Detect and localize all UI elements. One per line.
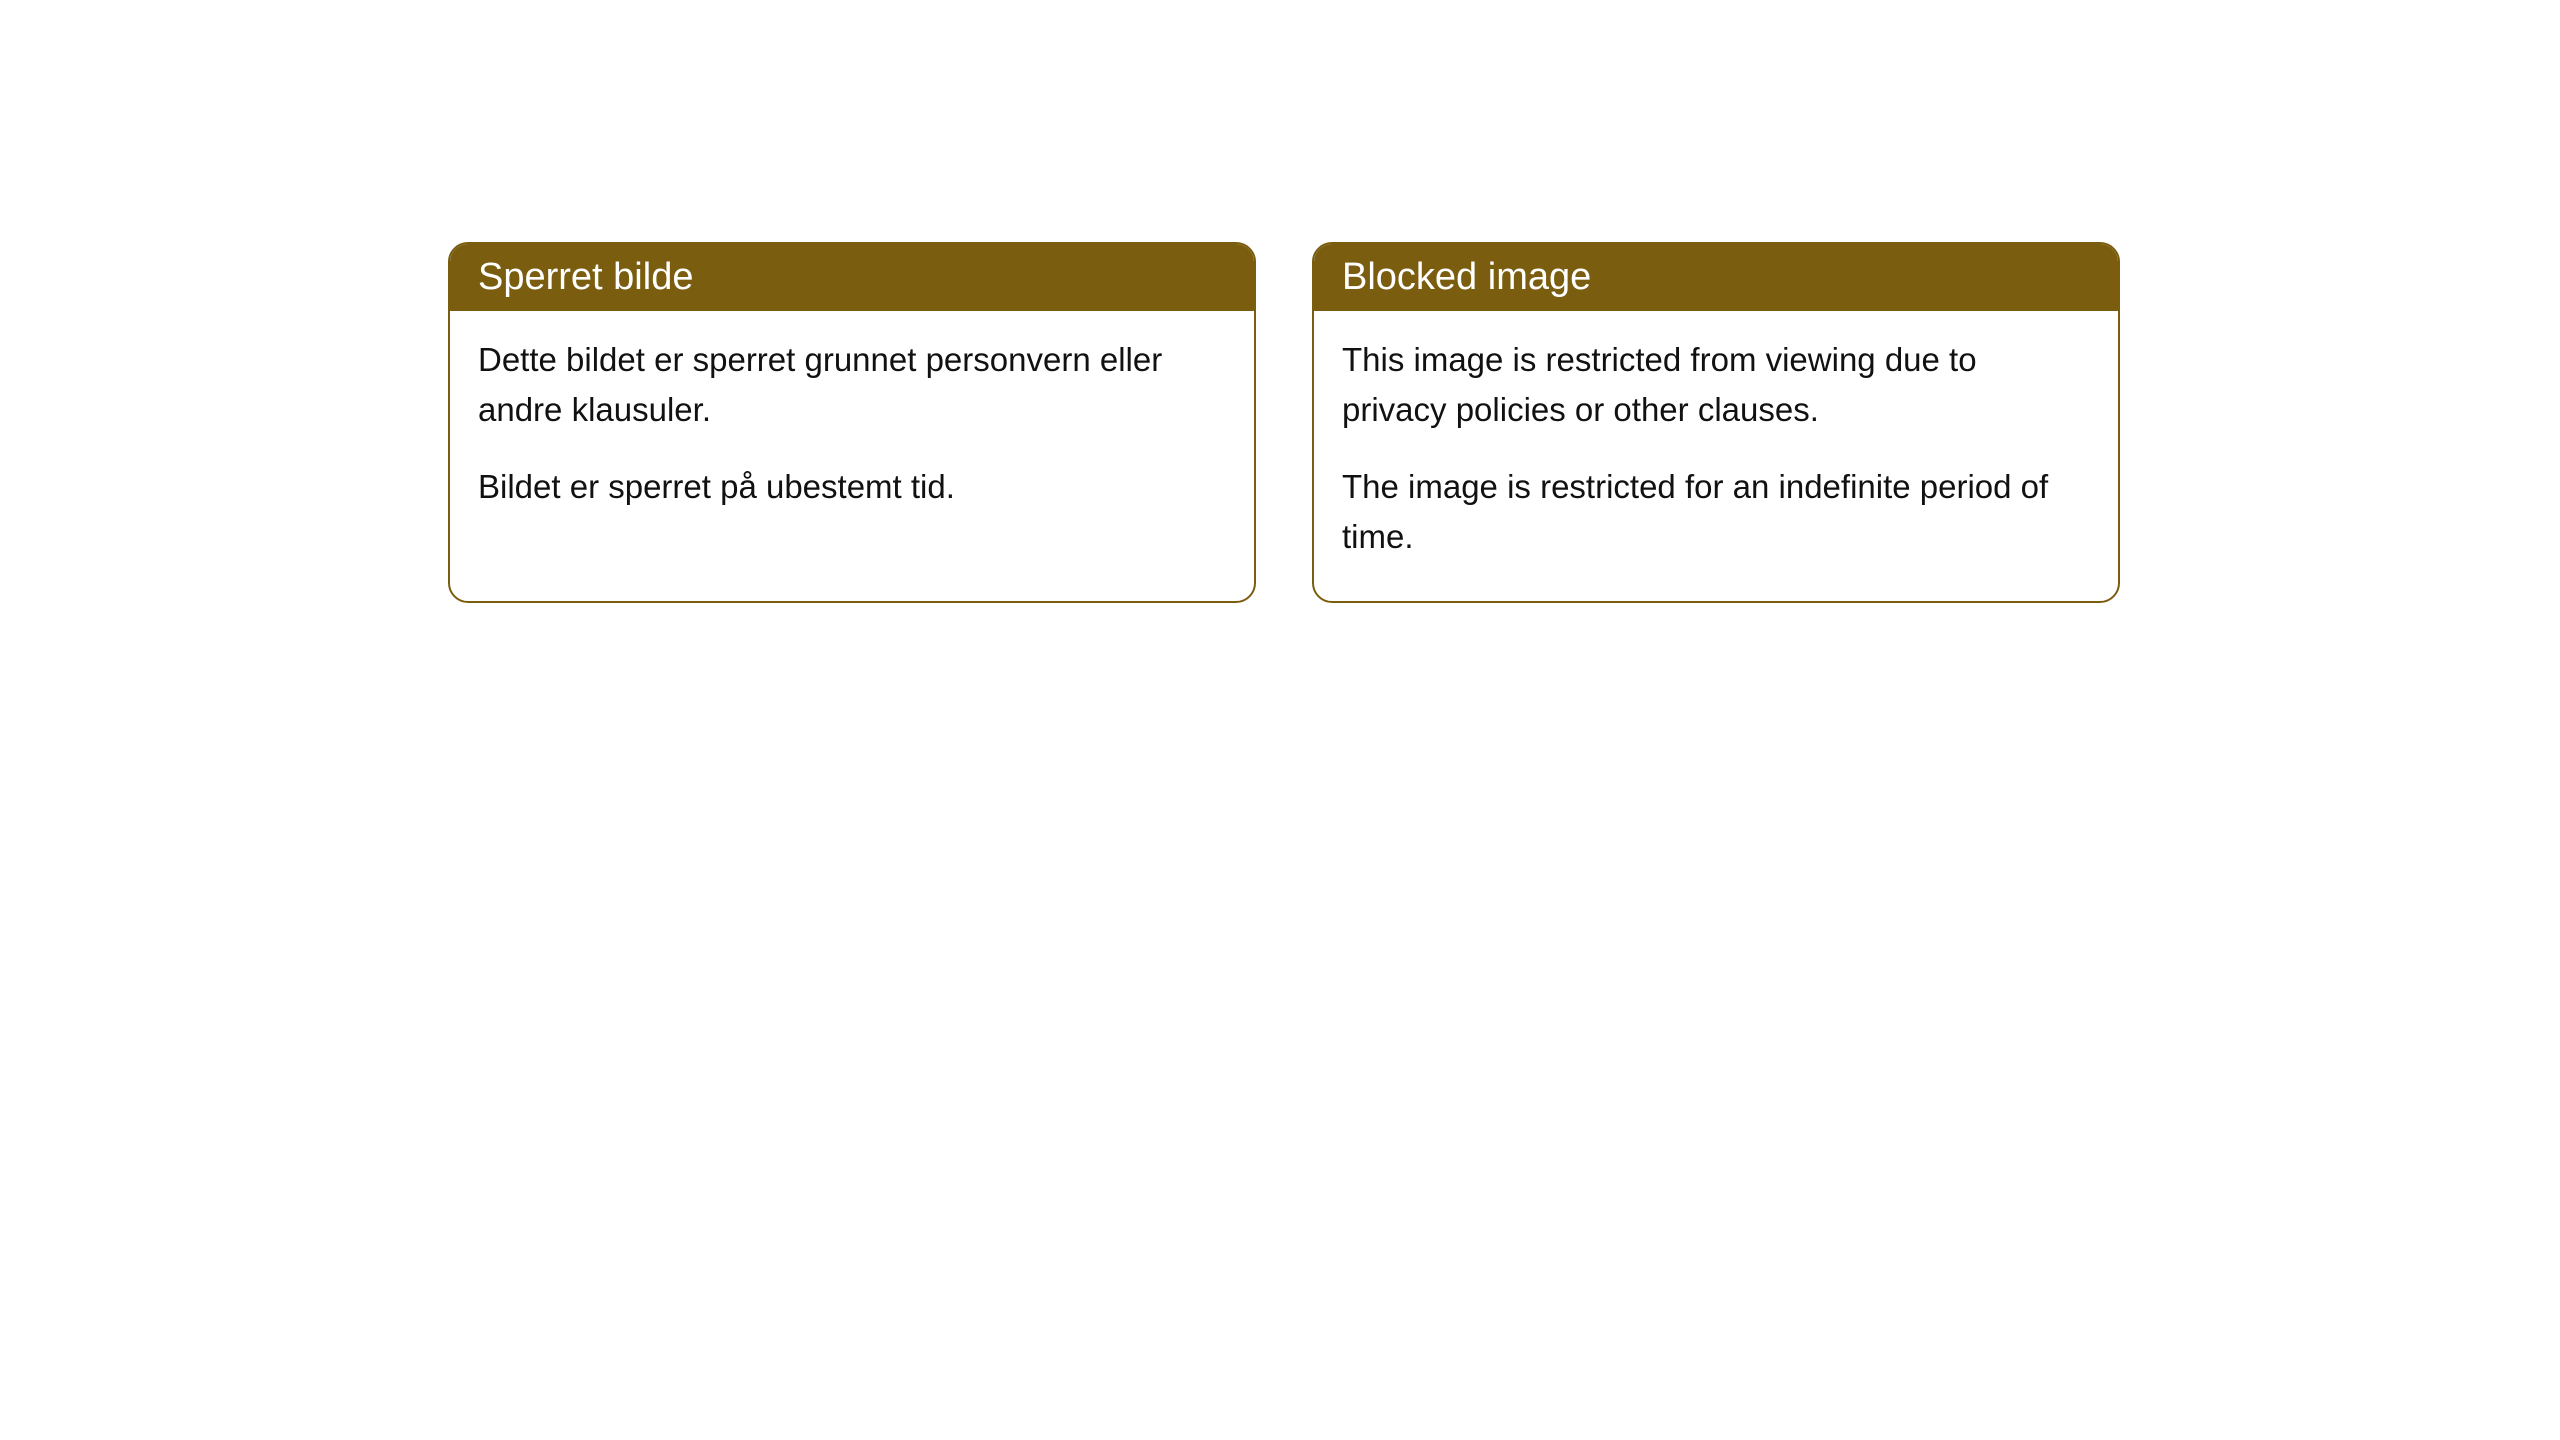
card-paragraph: This image is restricted from viewing du… [1342,335,2090,434]
card-header: Sperret bilde [450,244,1254,311]
card-paragraph: The image is restricted for an indefinit… [1342,462,2090,561]
card-paragraph: Bildet er sperret på ubestemt tid. [478,462,1226,512]
blocked-image-card-norwegian: Sperret bilde Dette bildet er sperret gr… [448,242,1256,603]
notice-container: Sperret bilde Dette bildet er sperret gr… [0,0,2560,603]
card-header: Blocked image [1314,244,2118,311]
card-body: This image is restricted from viewing du… [1314,311,2118,601]
blocked-image-card-english: Blocked image This image is restricted f… [1312,242,2120,603]
card-paragraph: Dette bildet er sperret grunnet personve… [478,335,1226,434]
card-body: Dette bildet er sperret grunnet personve… [450,311,1254,552]
card-title: Sperret bilde [478,256,693,298]
card-title: Blocked image [1342,256,1591,298]
